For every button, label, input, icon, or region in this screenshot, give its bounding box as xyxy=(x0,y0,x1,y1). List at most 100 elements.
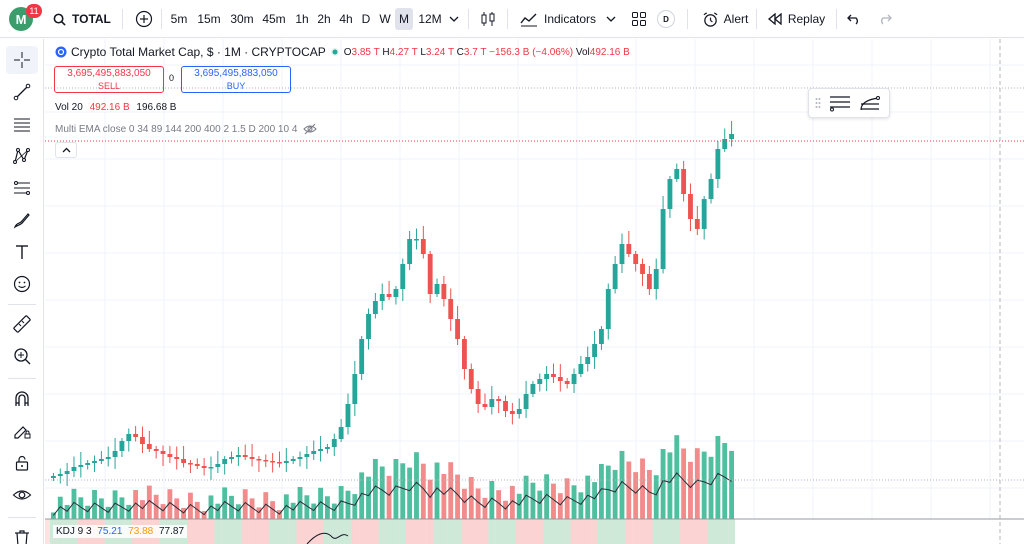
interval-m[interactable]: M xyxy=(395,0,413,38)
forecasting-tool[interactable] xyxy=(6,174,38,202)
magnet-mode-button[interactable] xyxy=(6,385,38,413)
candle-down xyxy=(133,434,139,437)
pattern-tool[interactable] xyxy=(6,142,38,170)
interval-1h[interactable]: 1h xyxy=(292,0,312,38)
interval-4h[interactable]: 4h xyxy=(336,0,356,38)
candle-up xyxy=(235,455,241,457)
interval-w[interactable]: W xyxy=(376,0,394,38)
volume-bar xyxy=(78,497,84,519)
volume-bar xyxy=(715,436,721,519)
undo-button[interactable] xyxy=(845,0,863,38)
compare-symbol-button[interactable] xyxy=(133,0,155,38)
kdj-segment xyxy=(433,519,441,544)
candle-down xyxy=(557,377,563,381)
trend-line-tool[interactable] xyxy=(6,78,38,106)
icon-tool[interactable] xyxy=(6,270,38,298)
ema-legend[interactable]: Multi EMA close 0 34 89 144 200 400 2 1.… xyxy=(55,123,318,135)
interval-30m[interactable]: 30m xyxy=(228,0,256,38)
high-value: 4.27 T xyxy=(389,46,418,58)
buy-button[interactable]: 3,695,495,883,050 BUY xyxy=(181,66,291,93)
indicators-button[interactable]: Indicators xyxy=(518,0,598,38)
candle-up xyxy=(229,457,234,459)
symbol-search-button[interactable]: TOTAL xyxy=(53,0,111,38)
candle-down xyxy=(475,389,481,404)
volume-bar xyxy=(235,504,241,519)
volume-bar xyxy=(263,492,269,519)
sell-button[interactable]: 3,695,495,883,050 SELL xyxy=(54,66,164,93)
hide-drawings-button[interactable] xyxy=(6,481,38,509)
candle-up xyxy=(489,399,495,407)
chart-pane[interactable]: Crypto Total Market Cap, $ · 1M · CRYPTO… xyxy=(45,39,1024,544)
interval-5m[interactable]: 5m xyxy=(167,0,191,38)
kdj-segment xyxy=(378,519,386,544)
kdj-segment xyxy=(371,519,379,544)
volume-bar xyxy=(434,462,440,519)
remove-drawings-button[interactable] xyxy=(6,524,38,544)
interval-2h[interactable]: 2h xyxy=(314,0,334,38)
volume-bar xyxy=(626,461,632,519)
text-tool[interactable] xyxy=(6,238,38,266)
interval-15m[interactable]: 15m xyxy=(195,0,223,38)
candle-up xyxy=(530,384,536,394)
horizontal-lines-icon[interactable] xyxy=(829,94,851,112)
kdj-segment xyxy=(241,519,249,544)
zoom-in-tool[interactable] xyxy=(6,342,38,370)
interval-label: 45m xyxy=(262,12,286,26)
candle-down xyxy=(509,411,515,414)
candle-up xyxy=(585,357,591,364)
kdj-segment xyxy=(200,519,208,544)
interval-dropdown[interactable] xyxy=(447,0,461,38)
collapse-legend-button[interactable] xyxy=(55,142,77,158)
templates-button[interactable]: D xyxy=(656,0,676,38)
volume-bar xyxy=(386,475,392,519)
volume-legend[interactable]: Vol 20 492.16 B 196.68 B xyxy=(55,102,176,113)
volume-bar xyxy=(92,489,97,519)
stay-in-drawing-mode-button[interactable] xyxy=(6,417,38,445)
redo-button[interactable] xyxy=(876,0,894,38)
close-value: 3.7 T xyxy=(463,46,487,58)
candle-up xyxy=(434,284,440,294)
volume-bar xyxy=(400,463,406,519)
volume-bar xyxy=(599,464,604,519)
candle-up xyxy=(51,476,56,478)
candle-up xyxy=(92,461,97,463)
alert-button[interactable]: Alert xyxy=(698,0,752,38)
hidden-eye-icon[interactable] xyxy=(303,123,318,135)
volume-bar xyxy=(194,501,200,519)
fib-retracement-tool[interactable] xyxy=(6,110,38,138)
brush-tool[interactable] xyxy=(6,206,38,234)
price-chart[interactable] xyxy=(45,39,1024,544)
volume-bar xyxy=(352,494,358,519)
volume-bar xyxy=(208,495,214,519)
candle-up xyxy=(400,264,406,289)
symbol-title[interactable]: Crypto Total Market Cap, $ · 1M · CRYPTO… xyxy=(71,45,326,59)
candle-down xyxy=(160,451,166,454)
kdj-segment xyxy=(625,519,633,544)
candle-up xyxy=(85,463,91,465)
candle-up xyxy=(516,409,522,414)
measure-tool[interactable] xyxy=(6,310,38,338)
volume-bar xyxy=(64,504,70,519)
curve-lines-icon[interactable] xyxy=(859,94,881,112)
kdj-segment xyxy=(282,519,290,544)
volume-bar xyxy=(530,482,536,519)
indicators-dropdown[interactable] xyxy=(604,0,618,38)
kdj-segment xyxy=(228,519,235,544)
kdj-legend[interactable]: KDJ 9 3 75.21 73.88 77.87 xyxy=(53,525,188,538)
kdj-segment xyxy=(481,519,489,544)
chart-type-button[interactable] xyxy=(476,0,500,38)
replay-button[interactable]: Replay xyxy=(765,0,827,38)
lock-drawings-button[interactable] xyxy=(6,449,38,477)
layouts-button[interactable] xyxy=(628,0,650,38)
drag-handle-icon[interactable] xyxy=(815,97,821,109)
interval-45m[interactable]: 45m xyxy=(260,0,288,38)
interval-d[interactable]: D xyxy=(358,0,374,38)
candle-down xyxy=(427,254,433,294)
alarm-clock-icon xyxy=(703,11,718,27)
interval-12m[interactable]: 12M xyxy=(417,0,443,38)
candle-down xyxy=(646,274,652,289)
crosshair-tool[interactable] xyxy=(6,46,38,74)
candle-down xyxy=(167,454,173,457)
search-icon xyxy=(53,13,66,26)
candle-down xyxy=(462,339,467,369)
